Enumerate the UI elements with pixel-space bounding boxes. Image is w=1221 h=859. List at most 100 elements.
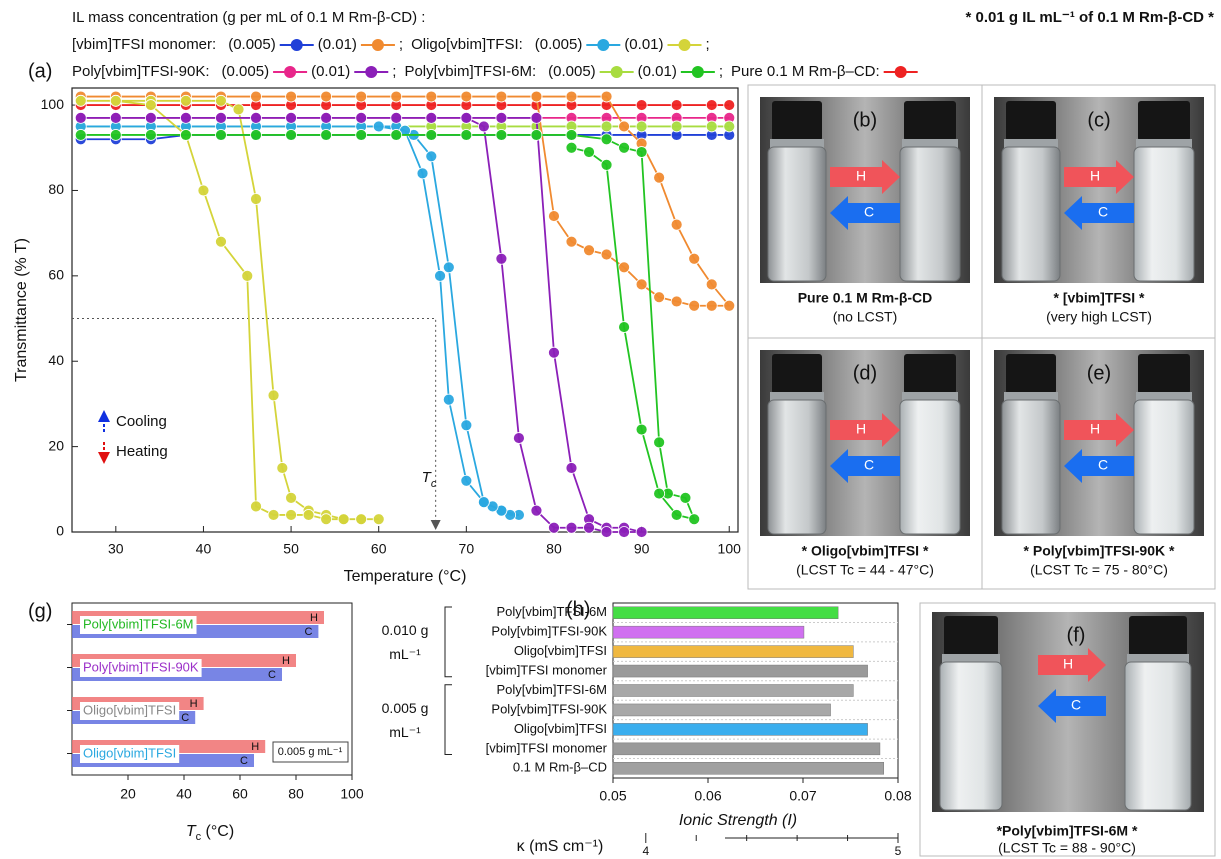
- photo-subtitle: (LCST Tc = 44 - 47°C): [796, 562, 934, 578]
- figure: IL mass concentration (g per mL of 0.1 M…: [0, 0, 1221, 859]
- y-tick-label: 20: [48, 437, 64, 453]
- bar: [613, 665, 868, 677]
- x-tick-label: 100: [340, 786, 364, 802]
- x-tick-label: 60: [371, 541, 387, 557]
- data-point: [619, 322, 630, 333]
- data-point: [654, 437, 665, 448]
- data-point: [566, 91, 577, 102]
- legend-swatch-marker: [597, 39, 609, 51]
- data-point: [689, 514, 700, 525]
- bar-series-label: C: [304, 626, 312, 638]
- data-point: [531, 129, 542, 140]
- data-point: [145, 129, 156, 140]
- legend-text: Pure 0.1 M Rm-β–CD:: [731, 63, 880, 80]
- category-label: Poly[vbim]TFSI-6M: [83, 616, 194, 631]
- data-point: [426, 112, 437, 123]
- data-point: [601, 159, 612, 170]
- data-point: [496, 129, 507, 140]
- data-point: [706, 100, 717, 111]
- data-point: [251, 501, 262, 512]
- x-tick-label: 0.07: [789, 788, 816, 804]
- group-label: 0.010 g mL⁻¹: [370, 618, 440, 666]
- category-label: Oligo[vbim]TFSI: [83, 745, 176, 760]
- x-tick-label: 60: [232, 786, 248, 802]
- y-tick-label: 0: [56, 523, 64, 539]
- data-point: [180, 112, 191, 123]
- x-axis-title-unit: (°C): [201, 823, 234, 840]
- data-point: [601, 91, 612, 102]
- data-point: [286, 509, 297, 520]
- data-point: [601, 121, 612, 132]
- panel-label: (b): [853, 109, 877, 131]
- y-tick-label: 40: [48, 352, 64, 368]
- data-point: [636, 100, 647, 111]
- heating-label: Heating: [116, 443, 168, 460]
- data-point: [531, 112, 542, 123]
- data-point: [689, 253, 700, 264]
- heat-label: H: [1090, 421, 1100, 437]
- bar-series-label: H: [190, 698, 198, 710]
- data-point: [286, 112, 297, 123]
- data-point: [356, 129, 367, 140]
- category-label: 0.1 M Rm-β–CD: [513, 760, 607, 775]
- x-tick-label: 40: [176, 786, 192, 802]
- group-label: 0.005 g mL⁻¹: [370, 696, 440, 744]
- data-point: [619, 527, 630, 538]
- data-point: [724, 100, 735, 111]
- legend-text: ;: [719, 63, 723, 80]
- category-label: Poly[vbim]TFSI-90K: [83, 659, 199, 674]
- data-point: [461, 91, 472, 102]
- bar-series-label: H: [251, 741, 259, 753]
- data-point: [671, 296, 682, 307]
- vial-body: [768, 400, 826, 534]
- legend-title: IL mass concentration (g per mL of 0.1 M…: [72, 9, 425, 26]
- data-point: [286, 129, 297, 140]
- bar: [613, 723, 868, 735]
- data-point: [478, 121, 489, 132]
- data-point: [654, 292, 665, 303]
- legend-text: (0.005): [548, 63, 596, 80]
- panel-label: (a): [28, 60, 52, 82]
- panel-label: (d): [853, 362, 877, 384]
- category-label: Poly[vbim]TFSI-6M: [496, 682, 607, 697]
- x2-tick-label: 5: [895, 844, 902, 858]
- data-point: [496, 91, 507, 102]
- photo-subtitle: (LCST Tc = 88 - 90°C): [998, 840, 1136, 856]
- heat-label: H: [856, 421, 866, 437]
- data-point: [215, 112, 226, 123]
- heat-label: H: [856, 168, 866, 184]
- data-point: [443, 394, 454, 405]
- data-point: [496, 253, 507, 264]
- y-tick-label: 80: [48, 181, 64, 197]
- x-tick-label: 30: [108, 541, 124, 557]
- legend-text: (0.01): [624, 36, 663, 53]
- data-point: [356, 112, 367, 123]
- heat-label: H: [1063, 656, 1073, 672]
- data-point: [215, 129, 226, 140]
- data-point: [513, 433, 524, 444]
- cooling-label: Cooling: [116, 413, 167, 430]
- data-point: [584, 147, 595, 158]
- vial-body: [1134, 147, 1194, 281]
- x-tick-label: 40: [196, 541, 212, 557]
- data-point: [251, 194, 262, 205]
- data-point: [391, 91, 402, 102]
- data-point: [636, 527, 647, 538]
- data-point: [654, 172, 665, 183]
- bar: [613, 626, 804, 638]
- data-point: [75, 95, 86, 106]
- data-point: [180, 129, 191, 140]
- legend-swatch-marker: [284, 66, 296, 78]
- data-point: [251, 129, 262, 140]
- data-point: [356, 514, 367, 525]
- data-point: [321, 91, 332, 102]
- x-tick-label: 100: [718, 541, 742, 557]
- bar: [613, 704, 831, 716]
- group-bracket: [445, 607, 452, 677]
- legend-text: [vbim]TFSI monomer:: [72, 36, 216, 53]
- legend-text: ;: [706, 36, 710, 53]
- data-point: [180, 95, 191, 106]
- data-point: [233, 104, 244, 115]
- legend-swatch-marker: [365, 66, 377, 78]
- heat-label: H: [1090, 168, 1100, 184]
